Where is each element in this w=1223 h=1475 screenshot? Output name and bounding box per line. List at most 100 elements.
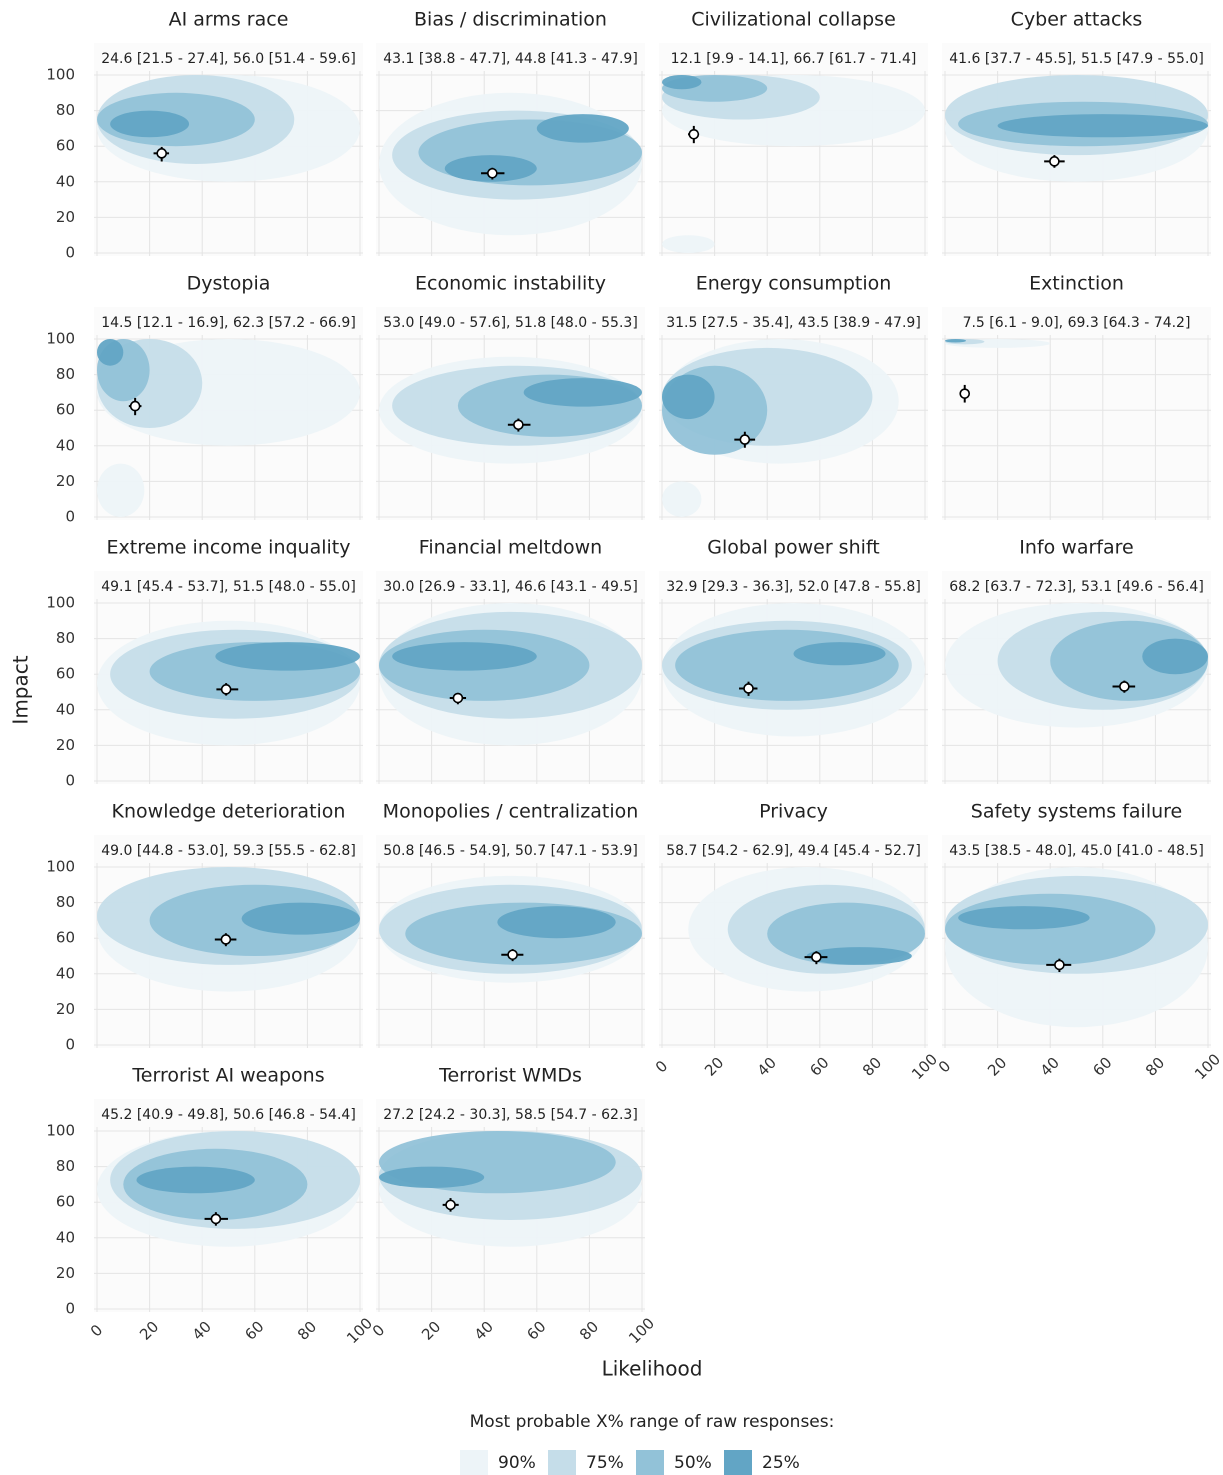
y-tick-label: 40	[56, 436, 75, 454]
panel	[942, 43, 1211, 256]
y-tick-label: 0	[65, 244, 75, 262]
panel-annotation: 30.0 [26.9 - 33.1], 46.6 [43.1 - 49.5]	[383, 579, 638, 595]
mean-point	[452, 692, 464, 704]
legend-swatch	[548, 1450, 576, 1475]
y-tick-label: 20	[56, 208, 75, 226]
density	[945, 74, 1208, 182]
panel	[659, 835, 928, 1048]
x-tick-label: 40	[189, 1318, 215, 1344]
panel	[942, 307, 1211, 520]
y-tick-label: 100	[46, 330, 75, 348]
panel	[376, 835, 645, 1048]
y-tick-label: 20	[56, 1000, 75, 1018]
density	[97, 339, 360, 517]
panel-title: Monopolies / centralization	[383, 801, 639, 823]
x-tick-label: 40	[1037, 1054, 1063, 1080]
legend-label: 50%	[674, 1453, 712, 1473]
legend-label: 25%	[762, 1453, 800, 1473]
panel-annotation: 68.2 [63.7 - 72.3], 53.1 [49.6 - 56.4]	[949, 579, 1204, 595]
density	[945, 339, 1051, 348]
panel-title: Economic instability	[415, 273, 606, 295]
density-region	[806, 947, 912, 965]
panel	[94, 43, 363, 256]
panel-annotation: 45.2 [40.9 - 49.8], 50.6 [46.8 - 54.4]	[101, 1107, 356, 1123]
panel-annotation: 43.5 [38.5 - 48.0], 45.0 [41.0 - 48.5]	[949, 843, 1204, 859]
y-tick-label: 100	[46, 858, 75, 876]
y-tick-label: 60	[56, 1193, 75, 1211]
legend-swatch	[724, 1450, 752, 1475]
panel-annotation: 24.6 [21.5 - 27.4], 56.0 [51.4 - 59.6]	[101, 51, 356, 67]
panel-annotation: 43.1 [38.8 - 47.7], 44.8 [41.3 - 47.9]	[383, 51, 638, 67]
y-tick-label: 60	[56, 929, 75, 947]
x-tick-label: 60	[523, 1318, 549, 1344]
mean-point	[811, 951, 822, 963]
density	[379, 356, 642, 464]
density-region	[523, 378, 642, 407]
legend-label: 90%	[498, 1453, 536, 1473]
y-tick-label: 80	[56, 893, 75, 911]
panel-title: Dystopia	[187, 273, 271, 295]
y-tick-label: 0	[65, 772, 75, 790]
panel-title: Extinction	[1029, 273, 1124, 295]
density-region	[675, 629, 899, 701]
panel-title: Info warfare	[1019, 537, 1133, 559]
x-tick-label: 60	[806, 1054, 832, 1080]
mean-point	[220, 934, 232, 945]
y-tick-label: 60	[56, 137, 75, 155]
panel	[659, 571, 928, 784]
panel	[376, 307, 645, 520]
panel-annotation: 41.6 [37.7 - 45.5], 51.5 [47.9 - 55.0]	[949, 51, 1204, 67]
density	[944, 867, 1208, 1028]
mean-point	[210, 1213, 222, 1225]
x-tick-label: 80	[1142, 1054, 1168, 1080]
density-region	[662, 75, 702, 90]
density	[97, 620, 360, 746]
density	[379, 875, 642, 983]
density	[945, 603, 1208, 728]
x-tick-label: 40	[471, 1318, 497, 1344]
y-tick-label: 60	[56, 665, 75, 683]
mean-point	[220, 684, 232, 695]
x-tick-label: 60	[241, 1318, 267, 1344]
x-tick-label: 60	[1089, 1054, 1115, 1080]
x-axis-label: Likelihood	[602, 1357, 703, 1381]
density-region	[215, 642, 360, 671]
panel-title: Safety systems failure	[971, 801, 1182, 823]
y-tick-label: 80	[56, 629, 75, 647]
panel-annotation: 7.5 [6.1 - 9.0], 69.3 [64.3 - 74.2]	[963, 315, 1191, 331]
y-tick-label: 20	[56, 736, 75, 754]
density	[97, 1131, 360, 1247]
density-region	[793, 642, 886, 666]
panel	[94, 571, 363, 784]
y-tick-label: 80	[56, 1157, 75, 1175]
y-tick-label: 40	[56, 700, 75, 718]
mean-point	[1119, 681, 1130, 692]
panel-annotation: 58.7 [54.2 - 62.9], 49.4 [45.4 - 52.7]	[666, 843, 921, 859]
mean-point	[445, 1199, 456, 1211]
x-tick-label: 0	[652, 1057, 671, 1076]
y-tick-label: 0	[65, 1300, 75, 1318]
x-tick-label: 100	[908, 1050, 941, 1083]
panel	[942, 835, 1211, 1048]
x-tick-label: 0	[369, 1321, 388, 1340]
mean-point	[1054, 959, 1065, 971]
x-tick-label: 80	[294, 1318, 320, 1344]
density	[662, 603, 925, 737]
x-tick-label: 80	[859, 1054, 885, 1080]
panel-title: Energy consumption	[696, 273, 892, 295]
density-region	[497, 906, 616, 939]
density-region	[110, 110, 190, 138]
panel-title: Terrorist WMDs	[438, 1065, 582, 1087]
density	[379, 92, 642, 236]
panel-annotation: 49.0 [44.8 - 53.0], 59.3 [55.5 - 62.8]	[101, 843, 356, 859]
mean-point	[507, 949, 518, 961]
density-region	[97, 339, 124, 366]
panel-title: Global power shift	[707, 537, 879, 559]
panel	[659, 307, 928, 520]
y-tick-label: 40	[56, 1228, 75, 1246]
density-region	[241, 902, 360, 935]
density	[97, 867, 360, 992]
panel-annotation: 27.2 [24.2 - 30.3], 58.5 [54.7 - 62.3]	[383, 1107, 638, 1123]
panel-title: Civilizational collapse	[691, 9, 896, 31]
panel-title: Privacy	[759, 801, 828, 823]
